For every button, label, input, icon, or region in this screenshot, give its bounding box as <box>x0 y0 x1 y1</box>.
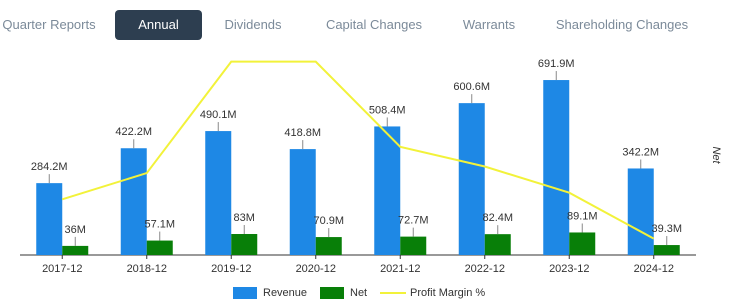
tab[interactable]: Dividends <box>224 17 282 32</box>
bar <box>315 237 342 255</box>
data-label: 36M <box>65 224 86 236</box>
data-label: 89.1M <box>567 210 598 222</box>
x-tick-label: 2019-12 <box>211 263 251 275</box>
x-tick-label: 2018-12 <box>127 263 167 275</box>
tab[interactable]: Quarter Reports <box>2 17 96 32</box>
bar <box>146 240 173 255</box>
legend-label: Net <box>350 287 367 299</box>
legend-label: Profit Margin % <box>410 287 485 299</box>
bar <box>374 126 401 256</box>
bar <box>653 245 680 255</box>
data-label: 70.9M <box>313 215 344 227</box>
tab-bar: Quarter Reports Annual Dividends Capital Ch… <box>0 10 729 40</box>
data-label: 82.4M <box>482 212 513 224</box>
data-label: 490.1M <box>200 109 237 121</box>
x-tick-label: 2022-12 <box>465 263 505 275</box>
bar <box>627 168 654 255</box>
bar <box>400 236 427 255</box>
bar <box>205 131 232 255</box>
data-label: 72.7M <box>398 215 429 227</box>
bar <box>484 234 511 255</box>
data-label: 39.3M <box>651 223 682 235</box>
bar <box>36 183 63 255</box>
data-label: 57.1M <box>144 218 175 230</box>
legend-swatch <box>233 287 257 299</box>
bar <box>62 245 89 255</box>
bar <box>120 148 147 255</box>
legend-swatch <box>320 287 344 299</box>
data-label: 422.2M <box>115 126 152 138</box>
tab[interactable]: Warrants <box>462 17 516 32</box>
data-label: 691.9M <box>538 58 575 70</box>
bar <box>569 232 596 255</box>
data-label: 284.2M <box>31 161 68 173</box>
bar <box>289 149 316 255</box>
x-tick-label: 2020-12 <box>296 263 336 275</box>
bar <box>543 80 570 255</box>
bar <box>458 103 485 255</box>
tab[interactable]: Shareholding Changes <box>555 17 689 32</box>
tab[interactable]: Annual <box>115 10 202 40</box>
x-tick-label: 2017-12 <box>42 263 82 275</box>
x-tick-label: 2021-12 <box>380 263 420 275</box>
legend-label: Revenue <box>263 287 307 299</box>
data-label: 342.2M <box>622 146 659 158</box>
line <box>61 60 655 240</box>
x-tick-label: 2024-12 <box>634 263 674 275</box>
data-label: 418.8M <box>284 127 321 139</box>
x-tick-label: 2023-12 <box>549 263 589 275</box>
tab[interactable]: Capital Changes <box>325 17 423 32</box>
bar <box>231 234 258 255</box>
data-label: 600.6M <box>453 81 490 93</box>
data-label: 83M <box>234 212 255 224</box>
y2-axis-label: Net <box>710 146 722 164</box>
data-label: 508.4M <box>369 104 406 116</box>
